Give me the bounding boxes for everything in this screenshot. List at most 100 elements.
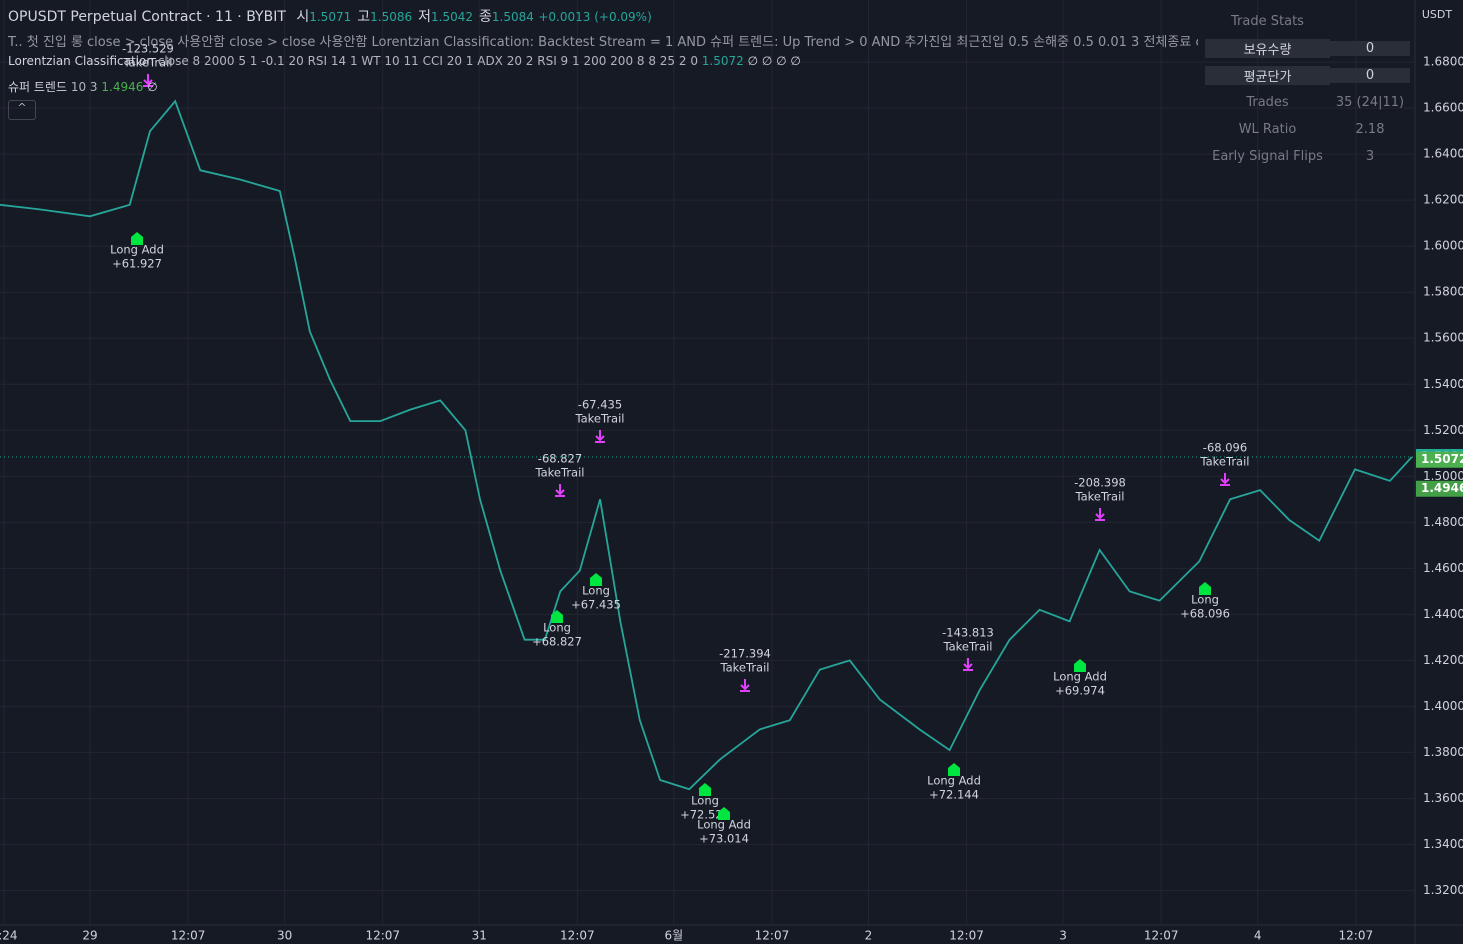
y-tick-label: 1.6000 [1423, 239, 1463, 253]
x-tick-label: 12:07 [171, 929, 206, 943]
trade-label: TakeTrail [535, 466, 585, 480]
symbol: OPUSDT Perpetual Contract · 11 · BYBIT [8, 9, 286, 25]
trade-label: -217.394 [719, 647, 771, 661]
lc-tail: ∅ ∅ ∅ ∅ [747, 54, 801, 68]
exit-arrow [143, 74, 153, 87]
y-tick-label: 1.5200 [1423, 423, 1463, 437]
y-tick-label: 1.6600 [1423, 101, 1463, 115]
st-value: 1.4946 [101, 80, 144, 94]
x-tick-label: 2 [865, 929, 873, 943]
trade-label: +61.927 [112, 257, 162, 271]
trade-label: TakeTrail [1075, 490, 1125, 504]
trade-label: TakeTrail [575, 412, 625, 426]
lc-params: close 8 2000 5 1 -0.1 20 RSI 14 1 WT 10 … [157, 54, 698, 68]
ohlc-value: 1.5042 [431, 10, 474, 24]
stats-row: WL Ratio 2.18 [1205, 116, 1410, 143]
trade-label: +68.827 [532, 635, 582, 649]
trade-label: Long [543, 621, 571, 635]
exit-arrow [963, 658, 973, 671]
trade-label: +68.096 [1180, 607, 1230, 621]
entry-marker [590, 573, 602, 586]
st-line: 슈퍼 트렌드 10 3 1.4946 ∅ [8, 78, 158, 95]
price-label: 1.4946 [1421, 481, 1463, 495]
trade-label: -123.529 [122, 42, 174, 56]
stats-row: Trades 35 (24|11) [1205, 89, 1410, 116]
trade-label: -68.096 [1203, 441, 1247, 455]
trade-label: Long [582, 584, 610, 598]
trade-label: +73.014 [699, 832, 749, 846]
trade-label: -208.398 [1074, 476, 1126, 490]
collapse-button[interactable]: ^ [8, 100, 36, 120]
y-tick-label: 1.5600 [1423, 331, 1463, 345]
symbol-line: OPUSDT Perpetual Contract · 11 · BYBIT 시… [8, 6, 652, 26]
st-params: 10 3 [70, 80, 98, 94]
entry-marker [1074, 659, 1086, 672]
trade-label: -143.813 [942, 626, 994, 640]
y-tick-label: 1.6800 [1423, 55, 1463, 69]
ohlc: 시1.5071 고1.5086 저1.5042 종1.5084 [290, 9, 534, 25]
entry-marker [131, 232, 143, 245]
trade-label: TakeTrail [943, 640, 993, 654]
x-tick-label: 12:07 [755, 929, 790, 943]
currency: USDT [1422, 8, 1453, 21]
price-axis-bg [1415, 0, 1463, 944]
trade-label: Long Add [927, 774, 981, 788]
stats-row: 보유수량 0 [1205, 35, 1410, 62]
stats-key: Trades [1246, 95, 1289, 110]
price-label-bg [1416, 480, 1463, 497]
y-tick-label: 1.3800 [1423, 745, 1463, 759]
x-tick-label: 12:07 [1144, 929, 1179, 943]
stats-title: Trade Stats [1231, 14, 1304, 29]
y-tick-label: 1.4400 [1423, 607, 1463, 621]
ohlc-key: 종 [479, 9, 492, 25]
trade-label: +72.144 [929, 788, 979, 802]
x-tick-label: 6월 [665, 929, 684, 943]
stats-key: 평균단가 [1205, 66, 1330, 85]
trade-label: +72.521 [680, 808, 730, 822]
x-tick-label: 3:24 [0, 929, 18, 943]
x-tick-label: 31 [472, 929, 487, 943]
x-tick-label: 29 [82, 929, 97, 943]
y-tick-label: 1.5400 [1423, 377, 1463, 391]
exit-arrow [1220, 473, 1230, 486]
st-tail: ∅ [147, 80, 158, 94]
trade-stats: Trade Stats 보유수량 0 평균단가 0 Trades 35 (24|11) WL… [1205, 8, 1410, 170]
lc-value: 1.5072 [701, 54, 744, 68]
ohlc-value: 1.5071 [309, 10, 352, 24]
ohlc-key: 저 [418, 9, 432, 25]
exit-arrow [740, 679, 750, 692]
y-tick-label: 1.5000 [1423, 469, 1463, 483]
stats-key: Early Signal Flips [1212, 149, 1323, 164]
y-tick-label: 1.4800 [1423, 515, 1463, 529]
y-tick-label: 1.6200 [1423, 193, 1463, 207]
trade-label: TakeTrail [1200, 455, 1250, 469]
entry-marker [718, 807, 730, 820]
lc-name: Lorentzian Classification [8, 54, 154, 68]
stats-key: WL Ratio [1238, 122, 1297, 137]
stats-value: 35 (24|11) [1335, 95, 1405, 110]
stats-value: 0 [1330, 68, 1410, 83]
stats-value: 2.18 [1355, 122, 1385, 137]
y-tick-label: 1.4000 [1423, 699, 1463, 713]
trade-label: Long [691, 794, 719, 808]
ohlc-key: 시 [296, 9, 310, 25]
stats-value: 3 [1365, 149, 1375, 164]
x-tick-label: 30 [277, 929, 292, 943]
ohlc-key: 고 [357, 9, 371, 25]
price-label: 1.5072 [1421, 452, 1463, 466]
trade-label: Long Add [1053, 670, 1107, 684]
trade-label: Long Add [110, 243, 164, 257]
y-tick-label: 1.4200 [1423, 653, 1463, 667]
price-line [0, 99, 1413, 791]
st-name: 슈퍼 트렌드 [8, 80, 68, 94]
trade-label: TakeTrail [123, 56, 173, 70]
stats-value: 0 [1330, 41, 1410, 56]
y-tick-label: 1.3200 [1423, 883, 1463, 897]
grid [0, 0, 1415, 925]
y-tick-label: 1.4600 [1423, 561, 1463, 575]
x-tick-label: 12:07 [365, 929, 400, 943]
entry-marker [1199, 582, 1211, 595]
price-label-bg [1416, 451, 1463, 468]
